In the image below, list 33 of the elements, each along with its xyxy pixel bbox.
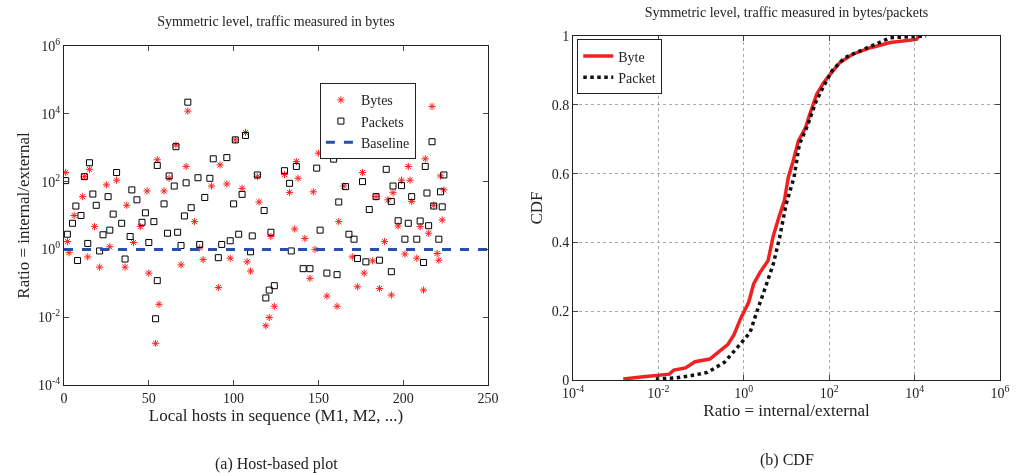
y-tick-label: 0.4 xyxy=(551,235,570,251)
legend-label: Packets xyxy=(360,114,404,130)
x-tick-label: 10$^{4}$ xyxy=(905,382,925,401)
x-tick-label: 10$^{6}$ xyxy=(990,382,1010,401)
legend-label: Baseline xyxy=(360,135,410,151)
y-tick-label: 0.6 xyxy=(551,166,570,182)
x-tick-label: 250 xyxy=(477,390,499,406)
legend-label: Packet xyxy=(618,70,656,86)
x-tick-label: 50 xyxy=(141,390,156,406)
chart-title: Symmetric level, traffic measured in bytes/packets xyxy=(644,4,929,20)
chart-title: Symmetric level, traffic measured in bytes xyxy=(157,14,395,30)
x-tick-label: 10$^{2}$ xyxy=(819,382,839,401)
x-tick-label: 150 xyxy=(307,390,329,406)
y-axis-title: CDF xyxy=(527,191,547,225)
x-tick-label: 10$^{0}$ xyxy=(734,382,754,401)
legend-label: Bytes xyxy=(360,93,393,109)
y-axis-title: Ratio = internal/external xyxy=(13,132,33,299)
y-tick-label: 10$^{6}$ xyxy=(41,36,61,54)
legend-label: Byte xyxy=(618,49,645,65)
y-tick-label: 1 xyxy=(562,28,570,44)
y-tick-label: 10$^{4}$ xyxy=(41,103,61,122)
y-tick-label: 10$^{0}$ xyxy=(41,239,61,258)
x-axis-title: Local hosts in sequence (M1, M2, ...) xyxy=(148,405,404,425)
x-tick-label: 200 xyxy=(392,390,414,406)
x-axis-title: Ratio = internal/external xyxy=(703,400,870,420)
y-tick-label: 10$^{2}$ xyxy=(41,171,61,190)
x-tick-label: 10$^{-2}$ xyxy=(647,382,670,401)
y-tick-label: 0.2 xyxy=(551,304,570,320)
x-tick-label: 100 xyxy=(223,390,245,406)
y-tick-label: 0.8 xyxy=(551,97,570,113)
y-tick-label: 10$^{-2}$ xyxy=(38,307,61,326)
text: (b) CDF xyxy=(760,451,814,469)
text: (a) Host-based plot xyxy=(215,455,339,473)
